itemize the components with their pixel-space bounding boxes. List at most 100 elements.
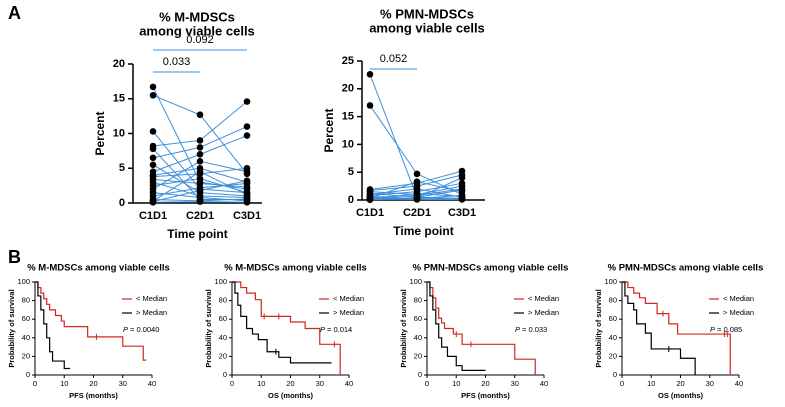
x-tick-label: 40 (148, 379, 156, 388)
legend-label: < Median (333, 294, 364, 303)
y-tick-label: 10 (342, 138, 354, 150)
y-tick-label: 20 (609, 351, 617, 360)
chart-title: among viable cells (369, 20, 485, 35)
x-tick-label: 40 (735, 379, 743, 388)
x-tick-label: 0 (230, 379, 234, 388)
x-tick-label: 30 (119, 379, 127, 388)
x-tick-label: 20 (676, 379, 684, 388)
point (196, 198, 204, 205)
point (243, 191, 251, 198)
point (458, 174, 466, 182)
point (149, 161, 157, 169)
point (196, 175, 204, 182)
legend-label: > Median (136, 308, 167, 317)
y-axis-label: Percent (322, 108, 336, 152)
point (149, 145, 157, 153)
point (196, 187, 204, 194)
y-tick-label: 0 (348, 194, 354, 206)
y-tick-label: 60 (219, 314, 227, 323)
y-tick-label: 0 (223, 370, 227, 379)
x-axis-label: Time point (167, 227, 227, 241)
point (413, 170, 421, 178)
point (458, 180, 466, 187)
point (196, 158, 204, 165)
panel-label: B (8, 247, 21, 267)
x-tick-label: 40 (540, 379, 548, 388)
y-tick-label: 15 (342, 111, 354, 123)
x-tick-label: 30 (511, 379, 519, 388)
x-tick-label: 20 (481, 379, 489, 388)
y-axis-label: Probability of survival (204, 289, 213, 367)
chart-title: % PMN-MDSCs among viable cells (413, 263, 569, 274)
point (196, 168, 204, 176)
x-tick-label: C2D1 (186, 210, 214, 222)
x-tick-label: 0 (620, 379, 624, 388)
y-tick-label: 25 (342, 55, 354, 67)
y-tick-label: 100 (17, 277, 30, 286)
point (243, 168, 251, 176)
survival-curve (622, 281, 696, 375)
point (196, 137, 204, 144)
y-tick-label: 40 (609, 333, 617, 342)
y-axis-label: Probability of survival (594, 289, 603, 367)
legend-label: > Median (333, 308, 364, 317)
y-tick-label: 20 (113, 58, 125, 70)
y-tick-label: 40 (22, 333, 30, 342)
y-tick-label: 60 (22, 314, 30, 323)
survival-curve (232, 281, 332, 364)
point (149, 128, 157, 135)
legend-label: > Median (723, 308, 754, 317)
y-tick-label: 100 (604, 277, 617, 286)
x-tick-label: C1D1 (139, 210, 167, 222)
panel-label: A (8, 3, 21, 23)
y-tick-label: 40 (219, 333, 227, 342)
y-tick-label: 80 (219, 296, 227, 305)
p-value: = 0.033 (522, 325, 547, 334)
x-tick-label: C3D1 (233, 210, 261, 222)
point (149, 199, 157, 206)
survival-curve (232, 281, 341, 375)
y-tick-label: 20 (414, 351, 422, 360)
survival-curve (427, 281, 486, 371)
p-symbol: P (710, 325, 715, 334)
survival-curve (35, 281, 147, 361)
x-axis-label: OS (months) (268, 391, 313, 400)
x-tick-label: 40 (345, 379, 353, 388)
y-tick-label: 20 (342, 83, 354, 95)
chart-title: % M-MDSCs among viable cells (27, 263, 170, 274)
y-tick-label: 80 (609, 296, 617, 305)
y-tick-label: 0 (26, 370, 30, 379)
x-axis-label: OS (months) (658, 391, 703, 400)
y-tick-label: 0 (613, 370, 617, 379)
chart-title: % M-MDSCs among viable cells (224, 263, 367, 274)
x-tick-label: 10 (257, 379, 265, 388)
y-tick-label: 0 (119, 197, 125, 209)
legend-label: < Median (136, 294, 167, 303)
y-tick-label: 40 (414, 333, 422, 342)
p-value: = 0.0040 (130, 325, 159, 334)
point (243, 123, 251, 130)
y-axis-label: Probability of survival (7, 289, 16, 367)
point (149, 91, 157, 99)
p-value-label: 0.092 (186, 34, 214, 46)
y-tick-label: 20 (219, 351, 227, 360)
point (149, 83, 157, 91)
p-value: = 0.014 (327, 325, 352, 334)
x-tick-label: 30 (706, 379, 714, 388)
legend-label: < Median (528, 294, 559, 303)
y-tick-label: 60 (414, 314, 422, 323)
x-tick-label: 20 (286, 379, 294, 388)
y-tick-label: 60 (609, 314, 617, 323)
p-symbol: P (515, 325, 520, 334)
legend-label: < Median (723, 294, 754, 303)
y-tick-label: 100 (214, 277, 227, 286)
p-symbol: P (123, 325, 128, 334)
x-axis-label: PFS (months) (69, 391, 118, 400)
y-tick-label: 20 (22, 351, 30, 360)
x-tick-label: C1D1 (356, 207, 384, 219)
y-tick-label: 5 (119, 162, 125, 174)
point (196, 151, 204, 158)
point (366, 102, 374, 109)
x-tick-label: 30 (316, 379, 324, 388)
